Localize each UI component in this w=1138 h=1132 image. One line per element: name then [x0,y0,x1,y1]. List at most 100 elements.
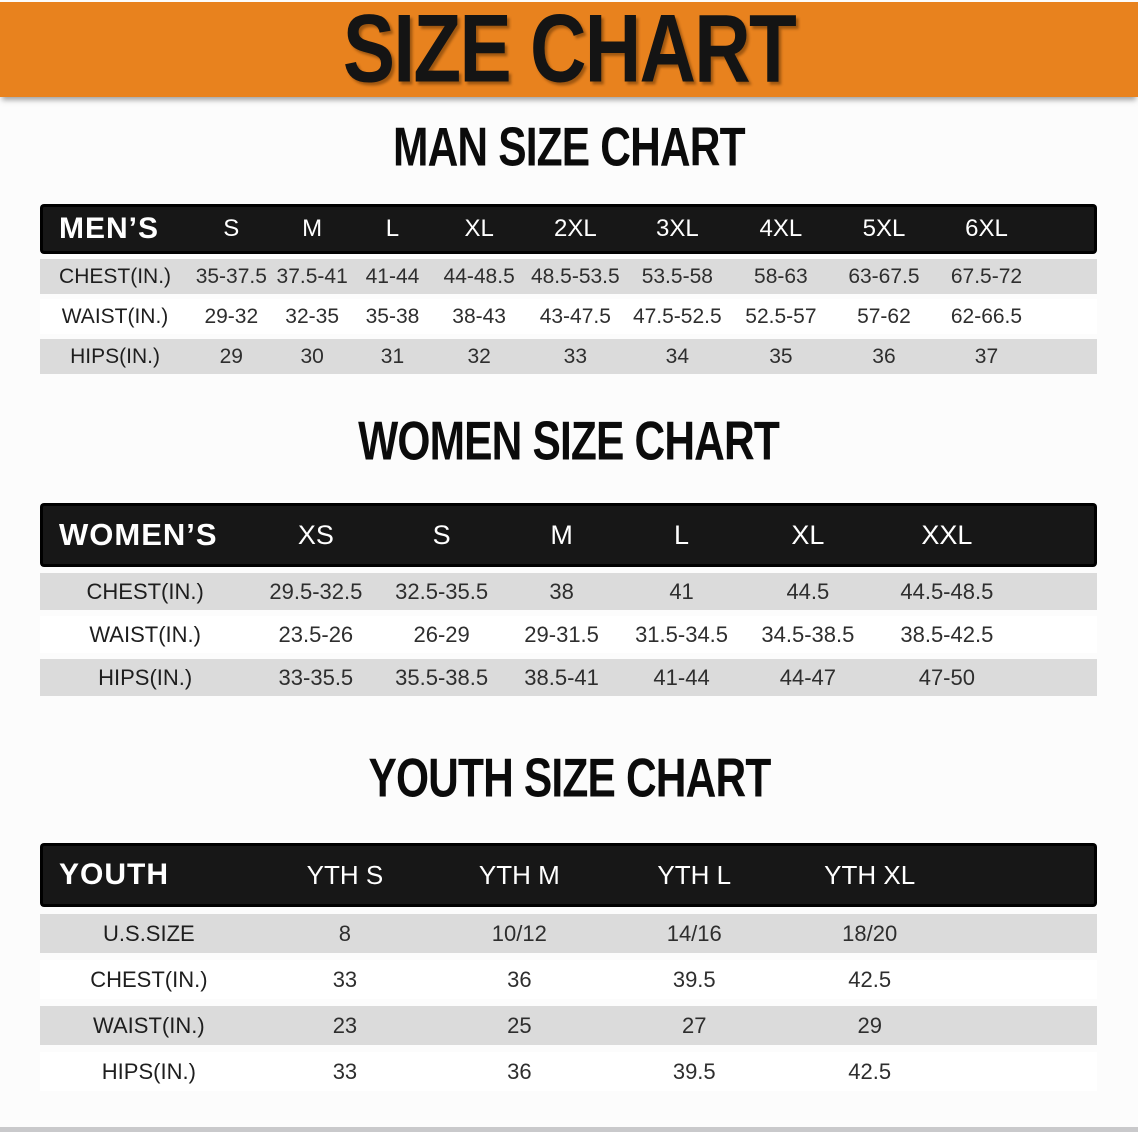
size-value-cell: 29-32 [190,299,273,334]
size-value-cell: 52.5-57 [729,299,833,334]
row-label-cell: CHEST(IN.) [40,573,251,610]
column-header-cell: 3XL [625,204,730,254]
size-value-cell: 35 [729,339,833,374]
size-value-cell: 32-35 [272,299,352,334]
size-value-cell: 42.5 [781,1052,958,1091]
banner: SIZE CHART [0,0,1138,103]
size-table-row: HIPS(IN.) 33 36 39.5 42.5 [40,1052,1097,1091]
row-label-cell: HIPS(IN.) [40,659,251,696]
women-section-title-text: WOMEN SIZE CHART [358,410,781,472]
size-value-cell: 14/16 [606,914,782,953]
size-table-header-row: WOMEN’S XS S M L XL XXL [40,503,1097,567]
row-label-cell: CHEST(IN.) [40,259,191,294]
size-value-cell: 38.5-41 [501,659,622,696]
banner-title: SIZE CHART [342,0,797,103]
row-spacer-cell [1037,339,1097,374]
row-spacer-cell [1019,659,1097,696]
size-value-cell: 36 [832,339,936,374]
size-value-cell: 38 [501,573,622,610]
column-header-cell: YTH S [257,843,433,907]
size-value-cell: 39.5 [606,960,782,999]
size-table-row: HIPS(IN.) 33-35.5 35.5-38.5 38.5-41 41-44 44-… [40,659,1097,696]
column-header-cell: 5XL [832,204,936,254]
size-value-cell: 53.5-58 [625,259,730,294]
row-spacer-cell [1019,616,1097,653]
size-value-cell: 44.5 [741,573,874,610]
row-spacer-cell [957,960,1097,999]
size-value-cell: 29.5-32.5 [250,573,382,610]
size-value-cell: 23.5-26 [250,616,382,653]
row-label-cell: HIPS(IN.) [40,339,191,374]
column-header-cell: XXL [873,503,1020,567]
row-label-cell: WAIST(IN.) [40,1006,258,1045]
column-header-cell: 4XL [729,204,833,254]
section-women: WOMEN SIZE CHART WOMEN’S XS S M L XL XXL CHEST(… [0,410,1138,702]
size-value-cell: 32.5-35.5 [381,573,502,610]
size-value-cell: 44-47 [741,659,874,696]
size-value-cell: 35-37.5 [190,259,273,294]
size-value-cell: 32 [433,339,526,374]
size-value-cell: 38-43 [433,299,526,334]
size-value-cell: 29-31.5 [501,616,622,653]
column-header-cell: 2XL [525,204,626,254]
column-header-cell: S [381,503,502,567]
size-value-cell: 36 [432,1052,607,1091]
row-label-cell: WAIST(IN.) [40,616,251,653]
size-value-cell: 47.5-52.5 [625,299,730,334]
column-header-cell: XL [433,204,526,254]
row-label-cell: U.S.SIZE [40,914,258,953]
column-header-cell: L [621,503,742,567]
women-section-title: WOMEN SIZE CHART [0,410,1138,479]
size-table-row: WAIST(IN.) 23.5-26 26-29 29-31.5 31.5-34.5 34… [40,616,1097,653]
size-value-cell: 58-63 [729,259,833,294]
size-value-cell: 43-47.5 [525,299,626,334]
section-youth: YOUTH SIZE CHART YOUTH YTH S YTH M YTH L YTH… [0,747,1138,1098]
size-value-cell: 47-50 [873,659,1020,696]
size-value-cell: 63-67.5 [832,259,936,294]
column-header-cell: YTH M [432,843,607,907]
size-value-cell: 34.5-38.5 [741,616,874,653]
size-value-cell: 41 [621,573,742,610]
size-value-cell: 44-48.5 [433,259,526,294]
size-value-cell: 62-66.5 [935,299,1038,334]
women-size-table: WOMEN’S XS S M L XL XXL CHEST(IN.) 29.5-32.5 32.5… [40,497,1097,702]
size-value-cell: 27 [606,1006,782,1045]
men-section-title-text: MAN SIZE CHART [393,116,746,178]
size-table-row: CHEST(IN.) 29.5-32.5 32.5-35.5 38 41 44.5 44.5… [40,573,1097,610]
size-value-cell: 23 [257,1006,433,1045]
size-value-cell: 30 [272,339,352,374]
header-spacer-cell [957,843,1097,907]
size-table-header-row: MEN’S S M L XL 2XL 3XL 4XL 5XL 6XL [40,204,1097,254]
size-value-cell: 67.5-72 [935,259,1038,294]
row-spacer-cell [957,914,1097,953]
size-value-cell: 33 [257,1052,433,1091]
size-value-cell: 31 [351,339,434,374]
row-spacer-cell [957,1006,1097,1045]
size-value-cell: 33 [257,960,433,999]
size-table-row: CHEST(IN.) 33 36 39.5 42.5 [40,960,1097,999]
table-header-label: YOUTH [40,843,258,907]
column-header-cell: S [190,204,273,254]
size-table-row: CHEST(IN.) 35-37.5 37.5-41 41-44 44-48.5 48.5… [40,259,1097,294]
size-value-cell: 29 [781,1006,958,1045]
size-value-cell: 37 [935,339,1038,374]
column-header-cell: M [501,503,622,567]
row-spacer-cell [1037,299,1097,334]
size-value-cell: 42.5 [781,960,958,999]
row-spacer-cell [957,1052,1097,1091]
size-value-cell: 48.5-53.5 [525,259,626,294]
size-table-row: WAIST(IN.) 23 25 27 29 [40,1006,1097,1045]
column-header-cell: YTH L [606,843,782,907]
column-header-cell: YTH XL [781,843,958,907]
column-header-cell: XS [250,503,382,567]
row-label-cell: WAIST(IN.) [40,299,191,334]
size-value-cell: 31.5-34.5 [621,616,742,653]
row-label-cell: HIPS(IN.) [40,1052,258,1091]
size-value-cell: 36 [432,960,607,999]
youth-size-table: YOUTH YTH S YTH M YTH L YTH XL U.S.SIZE 8 10/12… [40,836,1097,1098]
size-table-row: U.S.SIZE 8 10/12 14/16 18/20 [40,914,1097,953]
size-table-row: HIPS(IN.) 29 30 31 32 33 34 35 36 37 [40,339,1097,374]
size-value-cell: 38.5-42.5 [873,616,1020,653]
row-spacer-cell [1019,573,1097,610]
